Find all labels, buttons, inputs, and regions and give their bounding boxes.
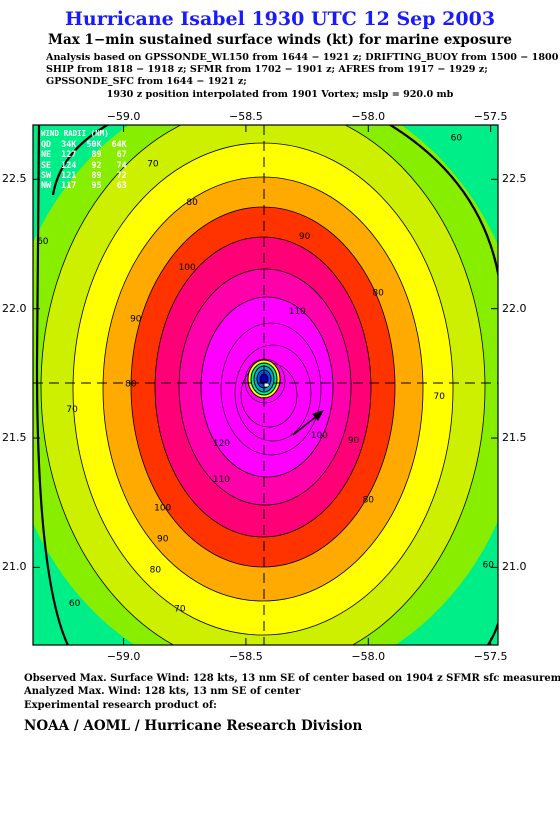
contour-label: 110	[213, 475, 230, 485]
organization-name: NOAA / AOML / Hurricane Research Divisio…	[24, 718, 363, 734]
observed-max-wind: Observed Max. Surface Wind: 128 kts, 13 …	[24, 673, 560, 684]
y-tick-label-right: 22.5	[502, 172, 527, 186]
y-tick-label-right: 21.5	[502, 431, 527, 445]
wind-radii-heading: WIND RADII (NM)	[41, 129, 109, 138]
contour-label: 60	[37, 237, 49, 247]
contour-label: 70	[147, 159, 159, 169]
wind-radii-table: WIND RADII (NM) QD 34K 50K 64K NE 127 89…	[41, 129, 127, 190]
x-tick-label-top: −58.0	[351, 110, 386, 123]
wind-field-svg: 70 80 90 100 110 120 110 100 90 80 70 60 60 60 60 90 80 8…	[33, 125, 498, 645]
position-line: 1930 z position interpolated from 1901 V…	[106, 89, 454, 100]
x-tick-label-top: −58.5	[229, 110, 263, 123]
y-tick-label-left: 22.0	[2, 301, 27, 315]
contour-label: 100	[179, 263, 196, 273]
contour-label: 60	[69, 599, 81, 609]
contour-label: 90	[348, 436, 360, 446]
wind-radii-row-ne: NE 127 89 67	[41, 149, 127, 160]
y-tick-label-left: 21.0	[2, 560, 27, 574]
wind-analysis-plot: 70 80 90 100 110 120 110 100 90 80 70 60 60 60 60 90 80 8…	[33, 125, 498, 645]
contour-label: 90	[130, 315, 142, 325]
wind-radii-row-nw: NW 117 95 63	[41, 180, 127, 191]
x-tick-label-bottom: −57.5	[473, 650, 508, 663]
y-tick-label-right: 21.0	[502, 560, 527, 574]
y-tick-label-left: 22.5	[2, 172, 27, 186]
analysis-line-3: GPSSONDE_SFC from 1644 − 1921 z;	[46, 76, 247, 87]
chart-subtitle: Max 1−min sustained surface winds (kt) f…	[48, 32, 512, 48]
x-tick-label-bottom: −58.5	[229, 650, 263, 663]
contour-label: 80	[150, 566, 162, 576]
contour-label: 80	[372, 289, 384, 299]
x-tick-label-bottom: −58.0	[351, 650, 386, 663]
x-tick-label-top: −57.5	[473, 110, 508, 123]
contour-label: 60	[482, 560, 494, 570]
contour-label: 110	[289, 307, 306, 317]
chart-title: Hurricane Isabel 1930 UTC 12 Sep 2003	[64, 8, 496, 30]
contour-label: 70	[434, 392, 446, 402]
contour-label: 80	[125, 379, 137, 389]
contour-label: 70	[174, 604, 186, 614]
x-tick-label-top: −59.0	[106, 110, 141, 123]
contour-label: 80	[363, 496, 375, 506]
y-tick-label-right: 22.0	[502, 301, 527, 315]
wind-radii-row-sw: SW 121 89 72	[41, 169, 127, 180]
contour-label: 80	[186, 198, 198, 208]
analysis-line-1: Analysis based on GPSSONDE_WL150 from 16…	[46, 52, 560, 63]
contour-label: 90	[157, 535, 169, 545]
y-tick-label-left: 21.5	[2, 431, 27, 445]
experimental-note: Experimental research product of:	[24, 700, 217, 711]
contour-label: 100	[154, 503, 171, 513]
x-tick-label-bottom: −59.0	[106, 650, 141, 663]
contour-label: 90	[299, 232, 311, 242]
contour-label: 60	[451, 134, 463, 144]
contour-label: 120	[213, 439, 230, 449]
wind-radii-header-row: QD 34K 50K 64K	[41, 139, 127, 150]
contour-label: 70	[66, 405, 78, 415]
analysis-line-2: SHIP from 1818 − 1918 z; SFMR from 1702 …	[46, 64, 488, 75]
contour-label: 100	[311, 431, 328, 441]
analyzed-max-wind: Analyzed Max. Wind: 128 kts, 13 nm SE of…	[24, 686, 301, 697]
wind-radii-row-se: SE 124 92 74	[41, 159, 127, 170]
